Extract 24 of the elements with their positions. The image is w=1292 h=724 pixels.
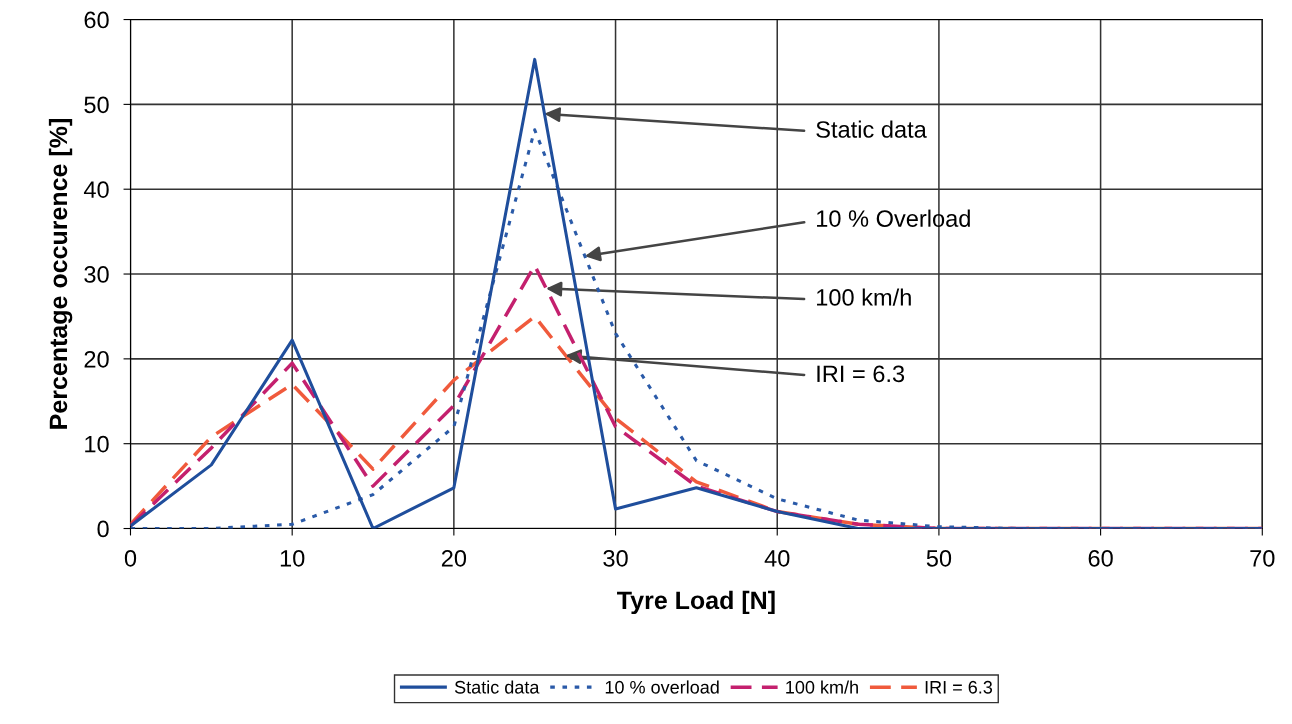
y-axis-title: Percentage occurence [%] xyxy=(48,119,73,429)
x-tick-label: 20 xyxy=(441,549,467,567)
y-tick-label: 40 xyxy=(83,181,109,198)
x-tick-label: 70 xyxy=(1250,549,1275,567)
x-tick-label: 0 xyxy=(124,549,137,567)
annotation: Static data xyxy=(816,120,927,138)
legend-label: Static data xyxy=(454,680,540,694)
x-axis-title: Tyre Load [N] xyxy=(617,590,775,615)
y-tick-label: 0 xyxy=(97,520,109,538)
legend-label: 10 % overload xyxy=(605,680,719,694)
x-tick-label: 50 xyxy=(926,549,952,567)
legend-label: IRI = 6.3 xyxy=(925,680,993,694)
annotation: IRI = 6.3 xyxy=(817,365,905,383)
y-tick-label: 60 xyxy=(84,11,109,29)
y-tick-label: 20 xyxy=(84,350,109,368)
x-tick-label: 40 xyxy=(764,549,790,567)
y-tick-label: 30 xyxy=(84,266,109,283)
legend-label: 100 km/h xyxy=(786,680,858,694)
x-tick-label: 30 xyxy=(603,549,628,567)
y-tick-label: 10 xyxy=(85,435,109,453)
x-tick-label: 60 xyxy=(1088,549,1113,567)
annotation: 100 km/h xyxy=(817,288,911,306)
y-tick-label: 50 xyxy=(84,96,109,114)
x-tick-label: 10 xyxy=(280,549,305,567)
